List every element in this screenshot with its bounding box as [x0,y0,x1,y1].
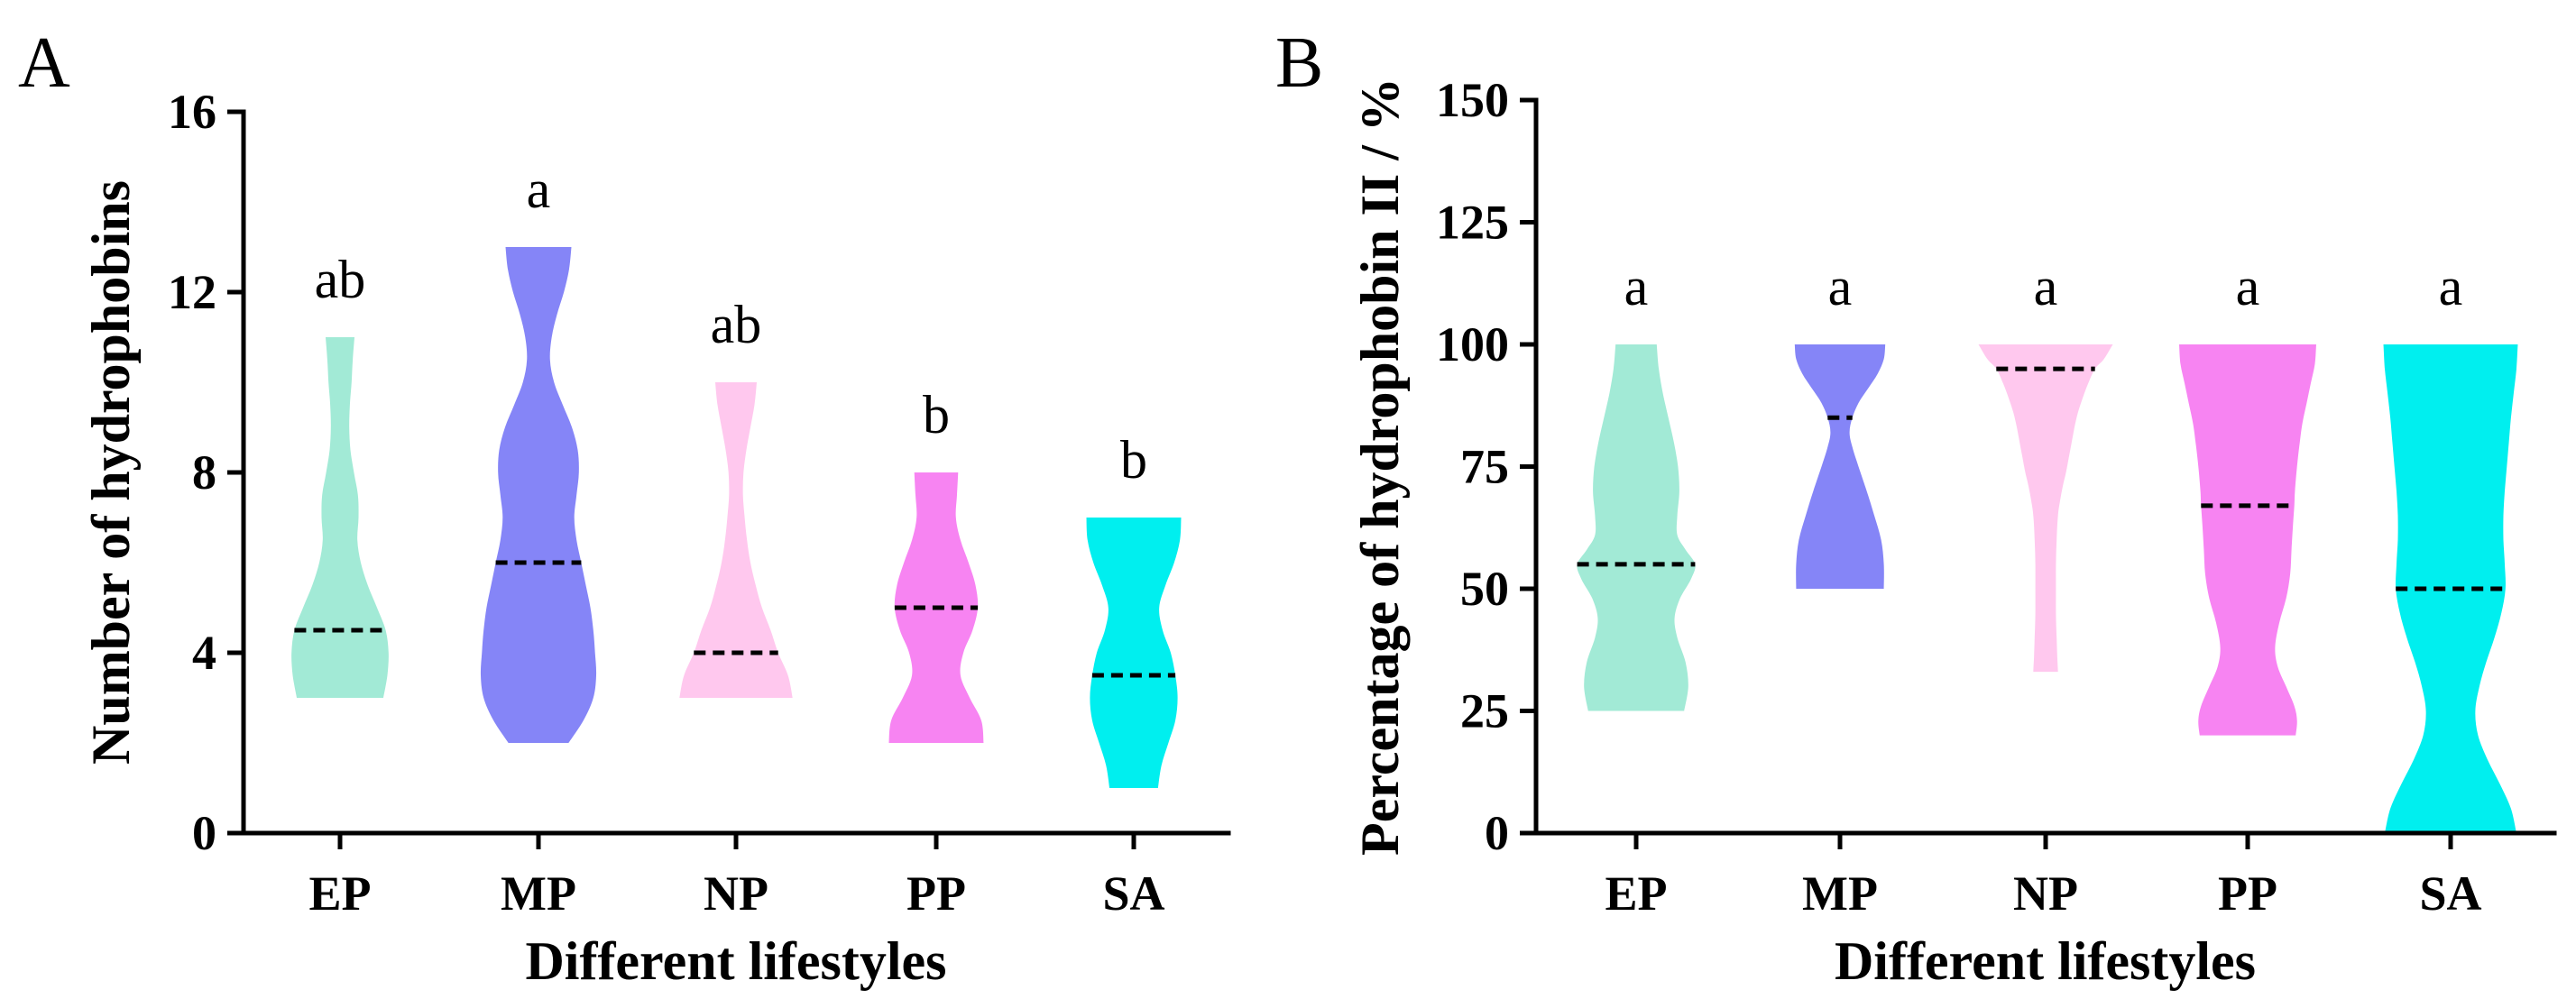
x-tick-label-mp-b: MP [1802,866,1878,921]
panel-label-b: B [1275,23,1323,103]
panel-label-a: A [18,23,70,103]
x-tick-label-np-b: NP [2013,866,2078,921]
significance-letter-sa-a: b [1120,430,1147,490]
x-tick-label-mp-a: MP [501,866,576,921]
significance-letter-ep-b: a [1624,257,1649,316]
significance-letter-ep-a: ab [315,250,366,309]
violin-mp-a [480,247,597,743]
x-tick-label-sa-b: SA [2419,866,2481,921]
significance-letter-pp-b: a [2236,257,2260,316]
y-tick-label-b-100: 100 [1436,317,1509,371]
x-tick-label-np-a: NP [704,866,768,921]
x-axis-title-a: Different lifestyles [525,931,946,991]
y-axis-title-a: Number of hydrophobins [81,180,141,765]
violin-sa-b [2383,344,2518,833]
y-tick-label-a-16: 16 [168,85,216,139]
y-tick-label-b-125: 125 [1436,196,1509,250]
x-tick-label-pp-a: PP [906,866,966,921]
violin-mp-b [1794,344,1886,589]
x-tick-label-pp-b: PP [2218,866,2277,921]
significance-letter-sa-b: a [2439,257,2463,316]
y-tick-label-a-4: 4 [192,626,216,680]
y-tick-label-a-12: 12 [168,265,216,319]
significance-letter-np-b: a [2034,257,2058,316]
y-tick-label-a-8: 8 [192,445,216,499]
y-tick-label-b-25: 25 [1460,684,1509,738]
panel-a: Aab a ab b b 0 4 8 12 16 EP MP NP PP SA Different lifes… [18,23,1231,991]
significance-letter-mp-b: a [1828,257,1853,316]
violin-ep-b [1577,344,1696,711]
x-tick-label-sa-a: SA [1102,866,1164,921]
y-tick-label-b-0: 0 [1485,806,1509,860]
significance-letter-mp-a: a [527,160,551,219]
violin-np-b [1978,344,2113,673]
y-axis-title-b: Percentage of hydrophobin II / % [1350,78,1410,856]
violin-sa-a [1086,518,1182,788]
violin-pp-b [2179,344,2316,736]
x-tick-label-ep-b: EP [1605,866,1667,921]
y-tick-label-a-0: 0 [192,806,216,860]
significance-letter-np-a: ab [711,295,762,354]
violin-np-a [679,382,793,698]
violin-ep-a [291,337,389,698]
y-tick-label-b-75: 75 [1460,440,1509,494]
panel-b: Ba a a a a 0 25 50 75 100 125 150 EP MP NP PP SA Differen… [1275,23,2557,991]
x-axis-title-b: Different lifestyles [1835,931,2256,991]
y-tick-label-b-50: 50 [1460,562,1509,616]
x-tick-label-ep-a: EP [308,866,371,921]
significance-letter-pp-a: b [923,385,950,444]
y-tick-label-b-150: 150 [1436,73,1509,127]
